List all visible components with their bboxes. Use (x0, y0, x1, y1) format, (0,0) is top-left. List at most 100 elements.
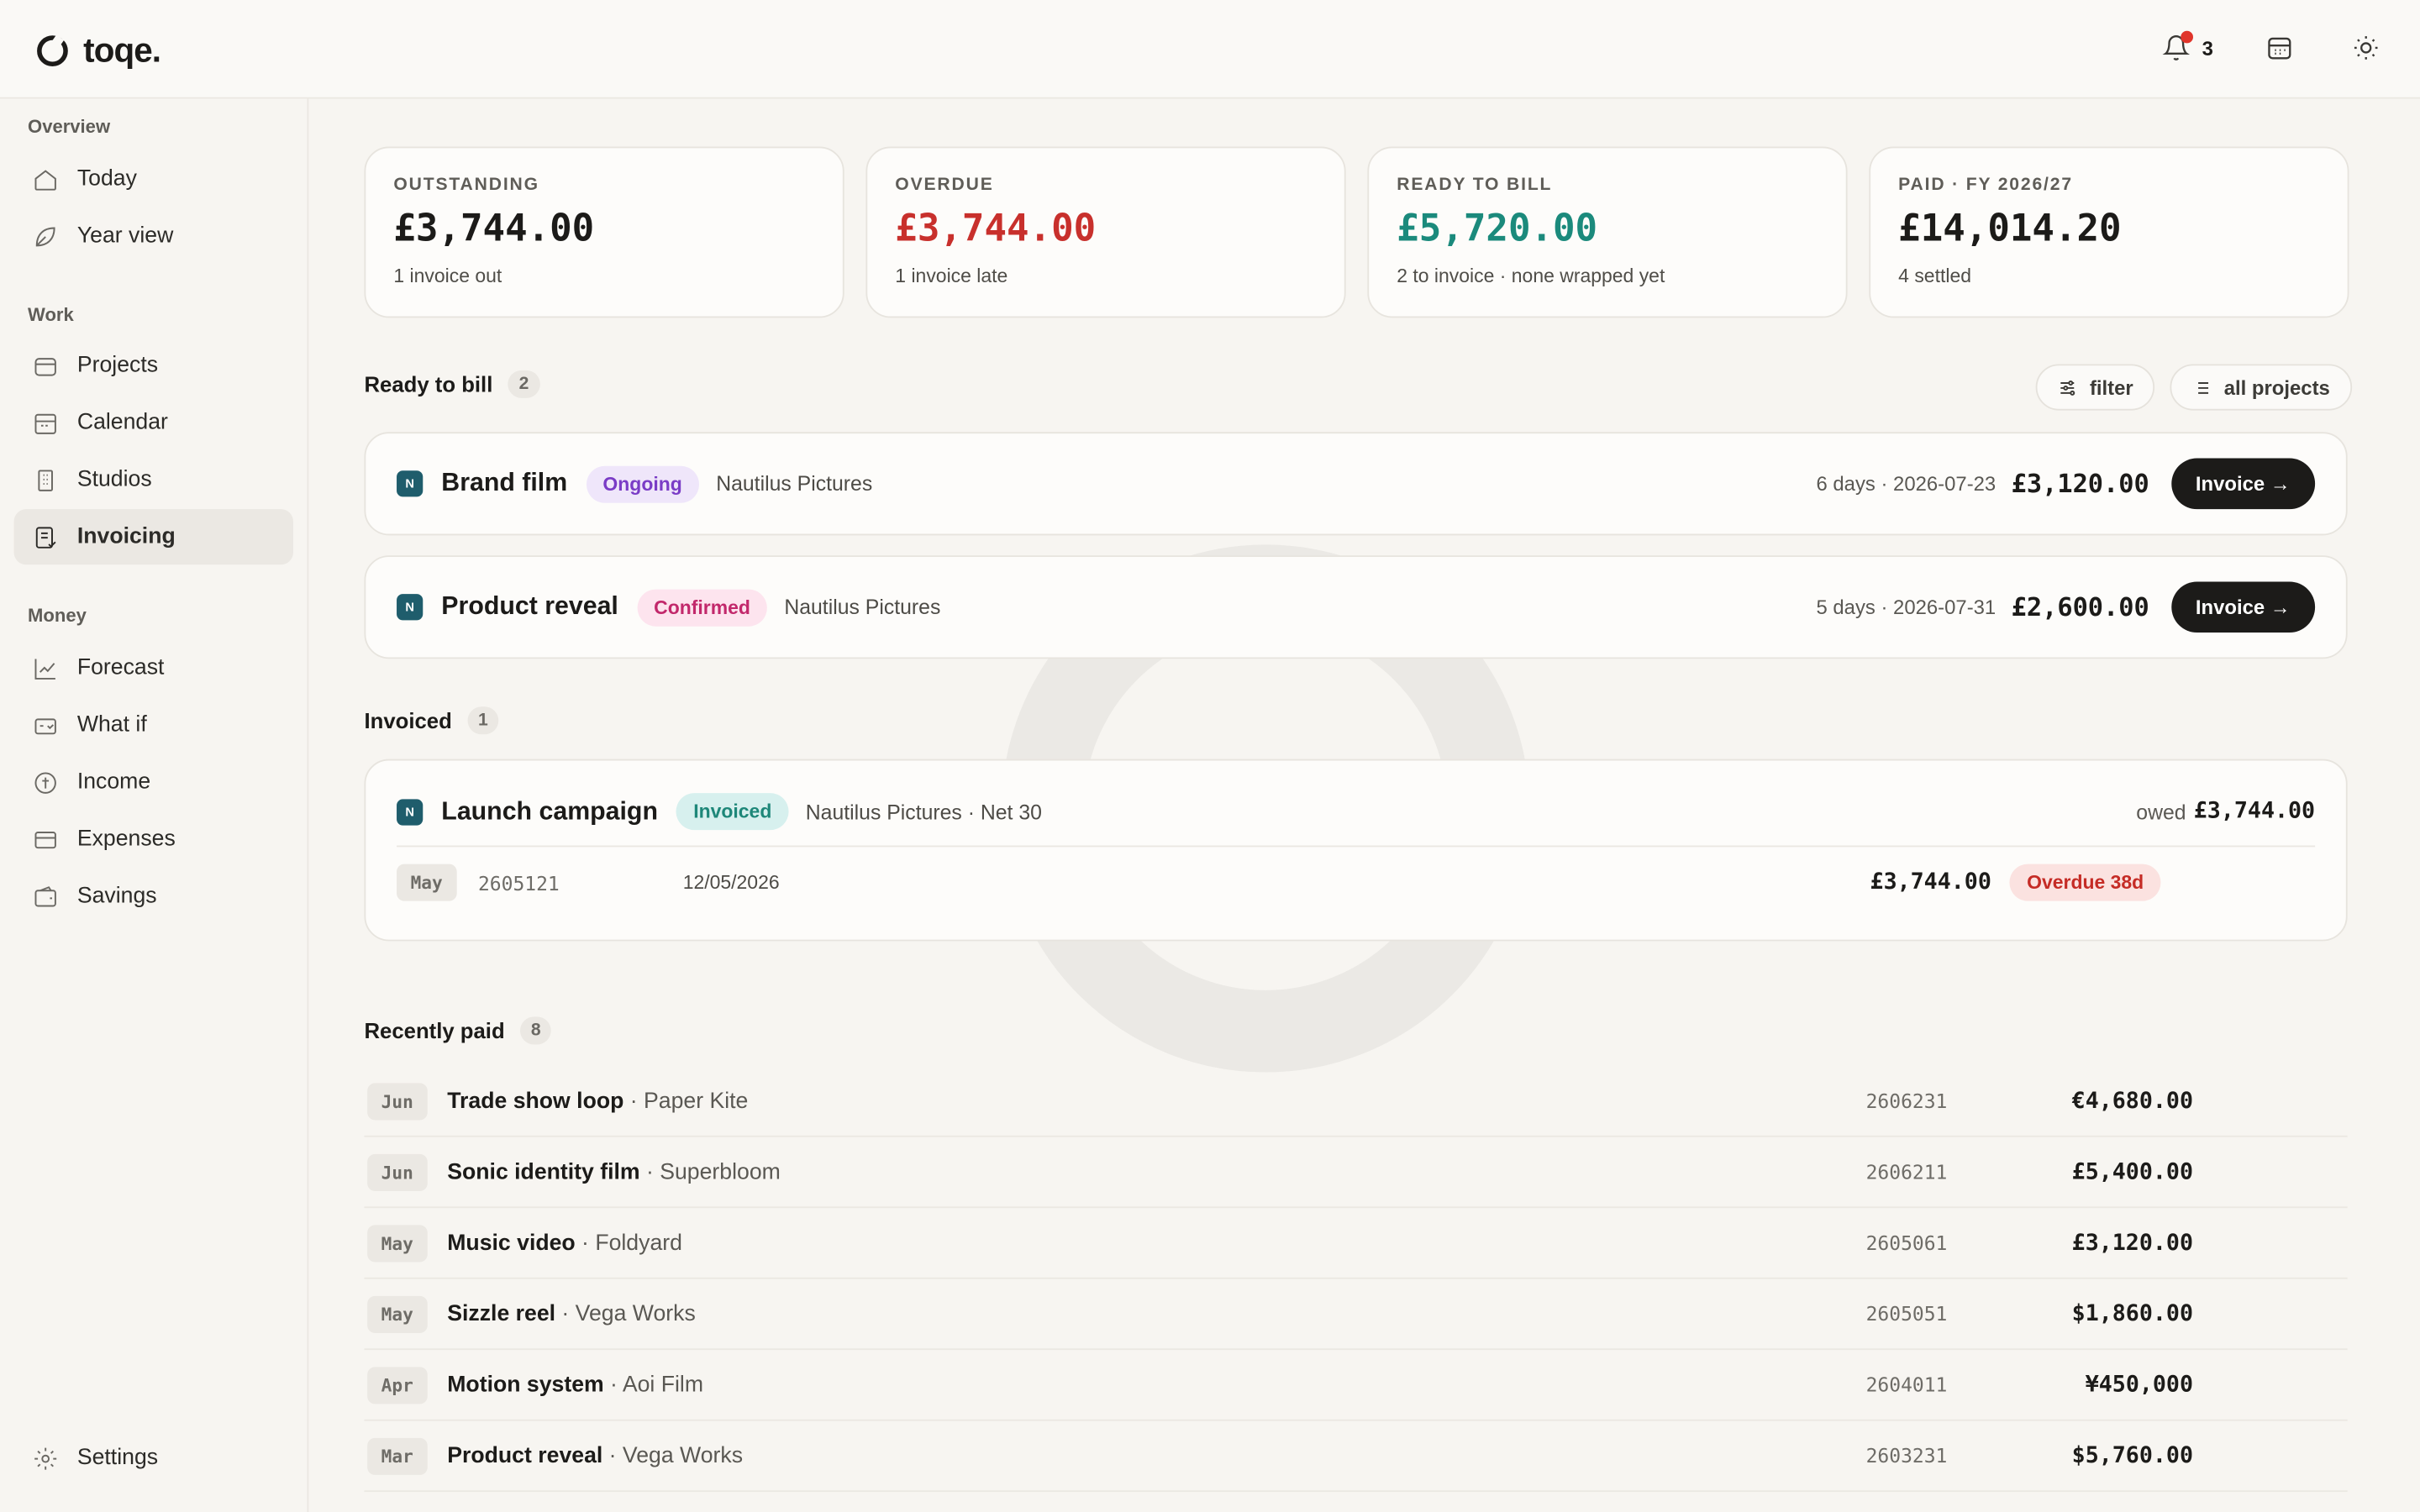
month-badge: May (397, 864, 457, 901)
sidebar-item-label: Year view (76, 223, 174, 249)
month-badge: Jun (367, 1082, 428, 1120)
row-meta: 6 days · 2026-07-23 (1816, 472, 1996, 496)
project-name: Brand film (441, 469, 568, 497)
card-label: PAID · FY 2026/27 (1898, 176, 2073, 195)
box-icon (34, 357, 56, 375)
sun-icon[interactable] (2346, 28, 2386, 68)
main-content: OUTSTANDING £3,744.00 1 invoice out OVER… (308, 99, 2420, 1512)
calendar-icon (34, 412, 56, 433)
card-label: OVERDUE (895, 176, 994, 195)
sidebar-item-label: Settings (76, 1446, 159, 1471)
invoice-number: 2605051 (1865, 1302, 1948, 1326)
app-logo[interactable]: toqe. (37, 30, 161, 71)
sidebar-item-calendar[interactable]: Calendar (14, 395, 293, 450)
sidebar-item-year-view[interactable]: Year view (14, 208, 293, 264)
sidebar-item-label: Income (76, 769, 151, 795)
chart-icon (34, 658, 55, 679)
nav-section-overview: Overview (28, 115, 111, 138)
calendar-icon[interactable] (2260, 28, 2300, 68)
owed-amount: £3,744.00 (2193, 799, 2316, 824)
paid-project-name: Motion system (447, 1372, 604, 1398)
nav-section-work: Work (28, 303, 74, 326)
summary-card-ready-to-bill[interactable]: READY TO BILL £5,720.00 2 to invoice · n… (1367, 146, 1848, 318)
app-name: toqe. (83, 30, 161, 70)
client-badge: N (397, 798, 424, 825)
paid-project-name: Sonic identity film (447, 1159, 640, 1184)
paid-row[interactable]: Jun Sonic identity film · Superbloom 260… (364, 1137, 2348, 1209)
client-badge: N (397, 594, 424, 621)
bill-row[interactable]: N Brand film Ongoing Nautilus Pictures 6… (364, 432, 2348, 536)
client-name: Nautilus Pictures (716, 472, 873, 496)
coin-icon (34, 771, 56, 793)
row-amount: £2,600.00 (2011, 592, 2149, 622)
summary-card-overdue[interactable]: OVERDUE £3,744.00 1 invoice late (865, 146, 1346, 318)
section-title: Ready to bill (364, 371, 493, 397)
paid-amount: £3,120.00 (2071, 1230, 2193, 1256)
sidebar-item-settings[interactable]: Settings (14, 1431, 293, 1486)
sidebar-item-income[interactable]: Income (14, 754, 293, 810)
section-title: Invoiced (364, 708, 452, 733)
paid-client: · Superbloom (645, 1159, 781, 1184)
sidebar-item-label: Expenses (76, 827, 176, 852)
card-icon (34, 831, 56, 848)
month-badge: Mar (367, 1436, 428, 1474)
bill-row[interactable]: N Product reveal Confirmed Nautilus Pict… (364, 555, 2348, 659)
project-name: Product reveal (441, 592, 618, 621)
card-subtext: 1 invoice late (895, 265, 1008, 287)
summary-card-paid[interactable]: PAID · FY 2026/27 £14,014.20 4 settled (1869, 146, 2349, 318)
sidebar-item-forecast[interactable]: Forecast (14, 640, 293, 696)
invoice-button[interactable]: Invoice → (2170, 458, 2316, 510)
section-title-invoiced: Invoiced 1 (364, 706, 499, 735)
leaf-icon (35, 226, 55, 246)
client-name: Nautilus Pictures · Net 30 (805, 800, 1042, 823)
card-value: £5,720.00 (1397, 207, 1598, 250)
paid-project-name: Sizzle reel (447, 1301, 556, 1326)
paid-project-name: Trade show loop (447, 1088, 624, 1114)
paid-project-name: Product reveal (447, 1443, 603, 1468)
sidebar-item-what-if[interactable]: What if (14, 697, 293, 753)
paid-row[interactable]: Apr Motion system · Aoi Film 2604011 ¥45… (364, 1350, 2348, 1421)
sparkle-icon (34, 717, 56, 734)
invoice-button[interactable]: Invoice → (2170, 581, 2316, 633)
paid-amount: €4,680.00 (2071, 1088, 2193, 1114)
invoice-number: 2603231 (1865, 1444, 1948, 1467)
all-projects-button[interactable]: all projects (2170, 364, 2352, 411)
month-badge: Apr (367, 1366, 428, 1404)
sidebar-item-label: Studios (76, 467, 152, 492)
building-icon (38, 469, 53, 491)
overdue-badge: Overdue 38d (2009, 864, 2161, 901)
sidebar-item-today[interactable]: Today (14, 151, 293, 207)
row-amount: £3,120.00 (2011, 469, 2149, 499)
sidebar-item-savings[interactable]: Savings (14, 869, 293, 924)
wallet-icon (34, 885, 56, 906)
logo-icon (37, 35, 68, 66)
paid-project-name: Music video (447, 1230, 576, 1256)
filter-button[interactable]: filter (2035, 364, 2155, 411)
invoiced-card[interactable]: N Launch campaign Invoiced Nautilus Pict… (364, 759, 2348, 942)
bell-icon (2155, 28, 2196, 68)
sidebar-item-expenses[interactable]: Expenses (14, 811, 293, 867)
paid-client: · Aoi Film (610, 1372, 704, 1398)
card-subtext: 4 settled (1898, 265, 1971, 287)
sidebar-item-projects[interactable]: Projects (14, 338, 293, 393)
list-icon (2198, 381, 2209, 393)
paid-row[interactable]: Jun Trade show loop · Paper Kite 2606231… (364, 1066, 2348, 1137)
filter-label: filter (2089, 375, 2133, 399)
owed-label: owed (2136, 800, 2186, 823)
sidebar-item-label: Invoicing (76, 524, 176, 549)
sidebar-item-invoicing[interactable]: Invoicing (13, 509, 293, 565)
paid-row[interactable]: May Sizzle reel · Vega Works 2605051 $1,… (364, 1279, 2348, 1351)
section-title-paid: Recently paid 8 (364, 1016, 552, 1045)
invoice-amount: £3,744.00 (1870, 869, 1991, 895)
paid-client: · Paper Kite (629, 1088, 749, 1114)
invoice-number: 2605061 (1865, 1231, 1948, 1255)
card-value: £14,014.20 (1898, 207, 2122, 250)
paid-row[interactable]: Mar Product reveal · Vega Works 2603231 … (364, 1421, 2348, 1493)
sidebar-item-studios[interactable]: Studios (14, 452, 293, 507)
paid-row[interactable]: May Music video · Foldyard 2605061 £3,12… (364, 1208, 2348, 1279)
notifications-button[interactable]: 3 (2155, 28, 2213, 68)
sliders-icon (2060, 380, 2075, 395)
summary-card-outstanding[interactable]: OUTSTANDING £3,744.00 1 invoice out (364, 146, 844, 318)
receipt-icon (35, 526, 56, 548)
invoice-line[interactable]: May 2605121 12/05/2026 £3,744.00 Overdue… (397, 863, 2315, 903)
